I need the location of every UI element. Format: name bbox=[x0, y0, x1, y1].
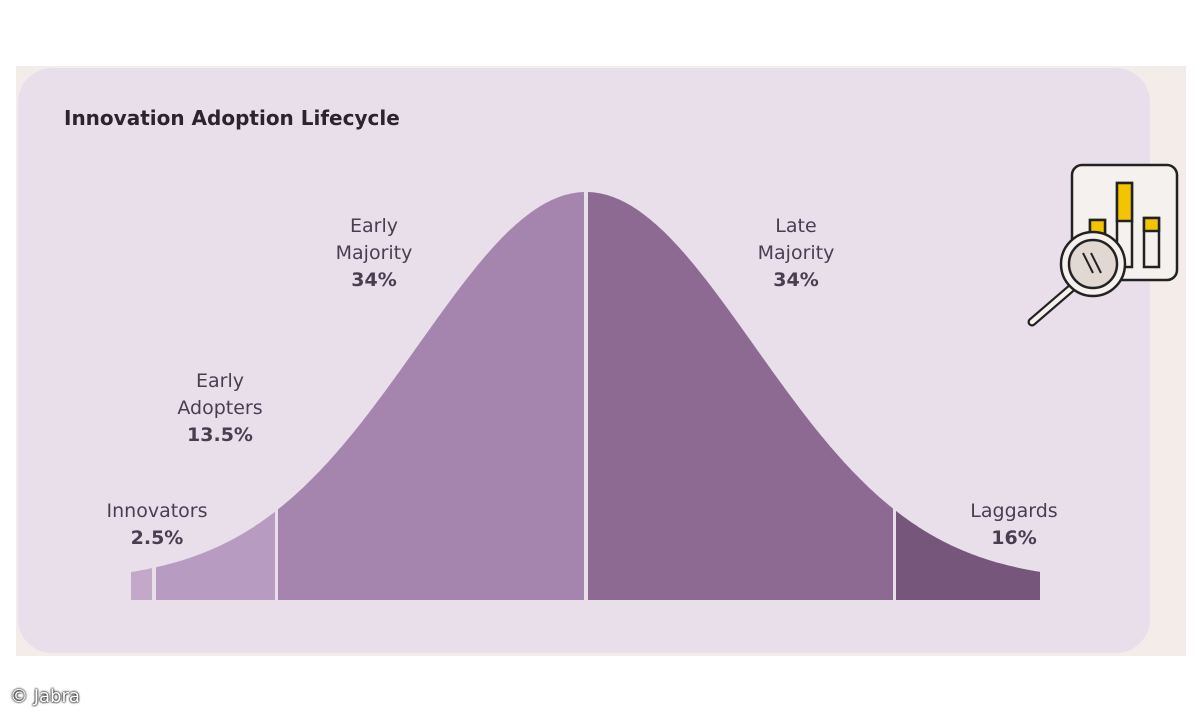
segment-early-majority bbox=[278, 192, 584, 600]
copyright-credit: © Jabra bbox=[10, 686, 80, 707]
label-laggards: Laggards 16% bbox=[970, 498, 1057, 552]
label-name: Majority bbox=[757, 242, 835, 264]
label-value: 34% bbox=[773, 269, 819, 291]
label-name: Laggards bbox=[970, 500, 1058, 522]
label-early-majority: Early Majority 34% bbox=[336, 213, 413, 294]
segment-innovators bbox=[131, 568, 152, 600]
segment-early-adopters bbox=[156, 511, 275, 600]
label-name: Majority bbox=[335, 242, 413, 264]
label-name: Early bbox=[350, 215, 398, 237]
label-innovators: Innovators 2.5% bbox=[107, 498, 208, 552]
label-value: 13.5% bbox=[187, 424, 253, 446]
label-early-adopters: Early Adopters 13.5% bbox=[177, 368, 262, 449]
label-name: Late bbox=[775, 215, 817, 237]
label-value: 34% bbox=[351, 269, 397, 291]
label-name: Early bbox=[196, 370, 244, 392]
segment-laggards bbox=[896, 510, 1040, 600]
diagram-title: Innovation Adoption Lifecycle bbox=[64, 106, 400, 130]
label-late-majority: Late Majority 34% bbox=[758, 213, 835, 294]
label-value: 16% bbox=[991, 527, 1037, 549]
chart-with-magnifier-icon bbox=[1027, 163, 1179, 327]
label-name: Adopters bbox=[177, 397, 263, 419]
segment-late-majority bbox=[588, 192, 893, 600]
label-name: Innovators bbox=[106, 500, 208, 522]
label-value: 2.5% bbox=[130, 527, 184, 549]
